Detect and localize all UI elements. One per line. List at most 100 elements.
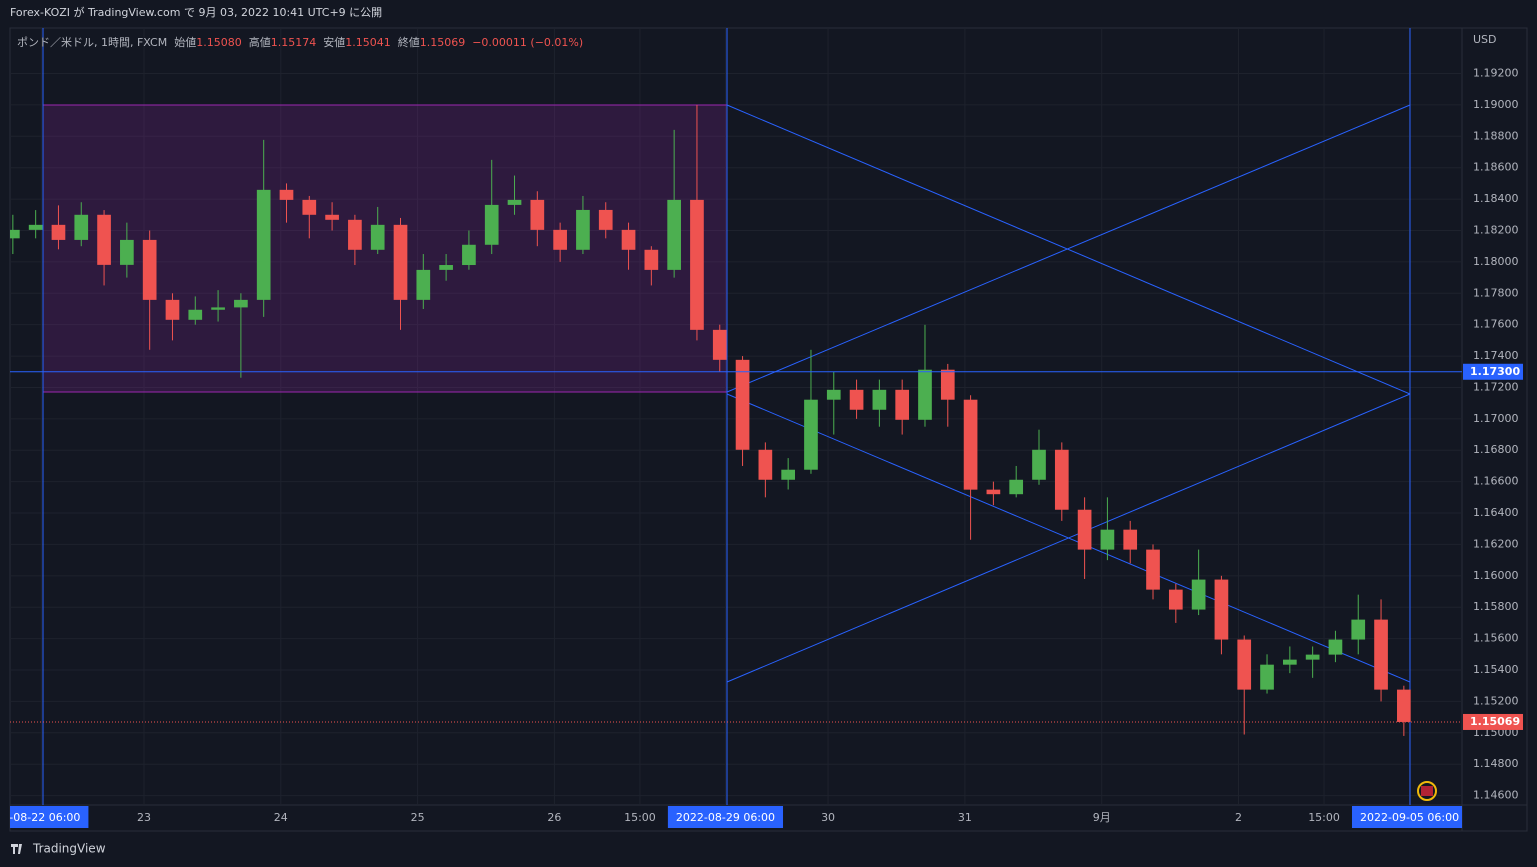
x-tick: 2 [1235, 811, 1242, 824]
candle-body [872, 389, 887, 410]
change: −0.00011 (−0.01%) [472, 36, 584, 49]
candle-body [963, 399, 978, 490]
x-tick-label: 25 [411, 811, 425, 824]
value: 1.15174 [270, 36, 317, 49]
candle-body [1282, 659, 1297, 665]
x-tick-highlight [667, 806, 784, 828]
candle-body [553, 229, 567, 250]
symbol: ポンド／米ドル, 1時間, FXCM [17, 36, 168, 49]
value: 1.15069 [419, 36, 466, 49]
y-tick-label: 1.18600 [1473, 161, 1519, 174]
candle-body [1077, 509, 1092, 550]
price-label-bg [1463, 363, 1523, 380]
y-tick-label: 1.15200 [1473, 694, 1519, 707]
candle-body [28, 224, 43, 230]
candle-body [712, 329, 727, 360]
x-tick: 24 [274, 811, 288, 824]
candle-body [986, 489, 1001, 495]
x-tick-label: 2022-09-05 06:00 [1360, 811, 1459, 824]
x-tick-label: 15:00 [624, 811, 656, 824]
y-tick-label: 1.15800 [1473, 600, 1519, 613]
candle-body [576, 209, 590, 250]
x-tick: 15:00 [1308, 811, 1340, 824]
price-label: 1.17300 [1470, 365, 1520, 378]
x-tick-label: 9月 [1093, 811, 1111, 824]
trend-line [726, 393, 1411, 683]
candle-body [1328, 639, 1343, 655]
y-tick-label: 1.16200 [1473, 537, 1519, 550]
candle-body [940, 369, 955, 400]
y-tick-label: 1.17000 [1473, 412, 1519, 425]
candle-body [348, 219, 362, 250]
brand: TradingView [32, 842, 106, 856]
y-tick-label: 1.16600 [1473, 475, 1519, 488]
y-tick-label: 1.17200 [1473, 380, 1519, 393]
candle-body [120, 239, 134, 265]
candle-body [10, 229, 20, 239]
x-tick-label: 26 [547, 811, 561, 824]
candle-body [370, 224, 385, 250]
candle-body [1146, 549, 1160, 590]
candle-body [918, 369, 932, 420]
candle-body [1260, 664, 1274, 690]
y-tick-label: 1.16000 [1473, 569, 1519, 582]
candle-body [234, 299, 248, 308]
x-tick: 2022-09-05 06:00 [1351, 806, 1462, 828]
currency: USD [1473, 33, 1497, 46]
frame [9, 27, 1528, 832]
x-tick: 26 [547, 811, 561, 824]
candle-body [1397, 689, 1411, 722]
candle-body [279, 189, 294, 200]
candle-body [211, 307, 225, 310]
y-tick-label: 1.15400 [1473, 663, 1519, 676]
candle-body [416, 269, 431, 300]
value: 1.15041 [345, 36, 391, 49]
y-tick-label: 1.18800 [1473, 129, 1519, 142]
axes: 1.146001.148001.150001.152001.154001.156… [10, 67, 1523, 828]
x-tick: 23 [137, 811, 151, 824]
candle-body [1374, 619, 1388, 690]
x-tick: 30 [821, 811, 835, 824]
candles [10, 104, 1462, 736]
candle-body [439, 265, 453, 270]
candle-body [1168, 589, 1183, 610]
label: 終値 [397, 36, 420, 49]
x-tick-label: 30 [821, 811, 835, 824]
candle-body [51, 224, 66, 240]
y-tick-label: 1.14800 [1473, 757, 1519, 770]
candle-body [598, 209, 613, 230]
y-tick-label: 1.19000 [1473, 98, 1519, 111]
candle-body [256, 189, 271, 300]
candle-body [97, 214, 111, 265]
y-tick-label: 1.17400 [1473, 349, 1519, 362]
candle-body [165, 299, 180, 320]
candle-body [621, 229, 636, 250]
x-tick-label: 31 [958, 811, 972, 824]
x-tick: 15:00 [624, 811, 656, 824]
drawings [42, 28, 1411, 805]
flag-icon [1421, 786, 1433, 796]
candle-body [690, 199, 704, 330]
label: 高値 [248, 36, 271, 49]
candle-body [188, 309, 203, 320]
candle-body [1100, 529, 1115, 550]
x-tick-label: 2 [1235, 811, 1242, 824]
logo [11, 844, 22, 854]
y-tick-label: 1.18200 [1473, 223, 1519, 236]
candle-body [644, 249, 659, 270]
y-tick-label: 1.18400 [1473, 192, 1519, 205]
candle-body [393, 224, 408, 300]
x-tick: 2022-08-29 06:00 [667, 806, 784, 828]
candle-body [530, 199, 545, 230]
y-tick-label: 1.14600 [1473, 789, 1519, 802]
x-tick-label: 2022-08-29 06:00 [676, 811, 775, 824]
candle-body [325, 214, 339, 220]
legend: ポンド／米ドル, 1時間, FXCM 始値1.15080 高値1.15174 安… [17, 34, 583, 50]
price-label: 1.15069 [1470, 715, 1520, 728]
x-tick: 9月 [1093, 811, 1111, 824]
candle-body [826, 389, 841, 400]
y-tick-label: 1.16400 [1473, 506, 1519, 519]
price-label-bg [1463, 713, 1523, 730]
